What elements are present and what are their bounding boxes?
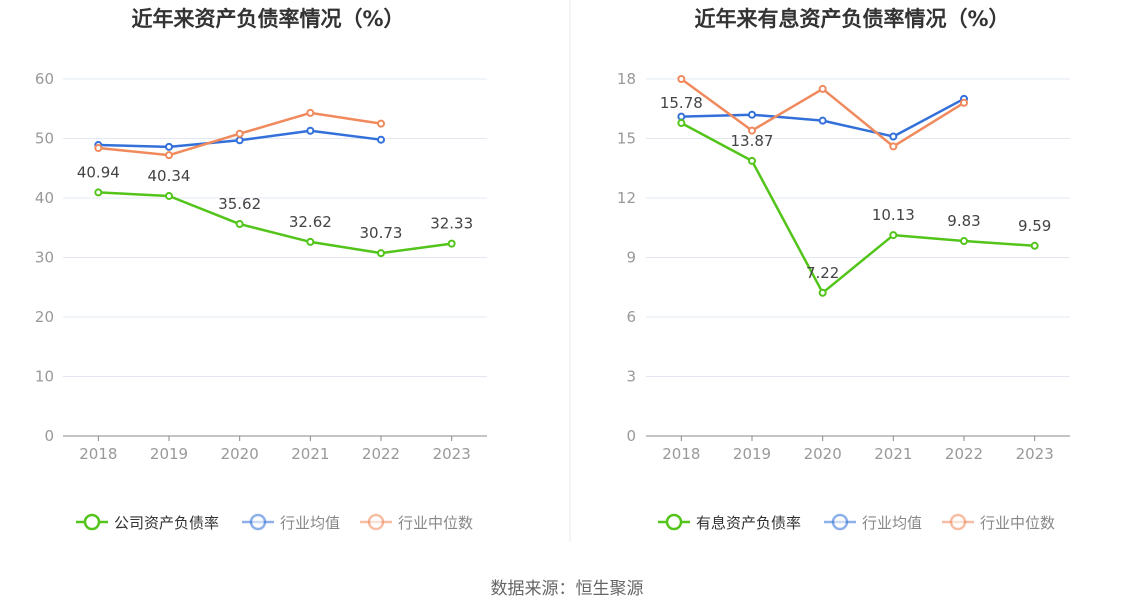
legend-label: 行业均值: [280, 514, 340, 532]
data-point-company: [1030, 241, 1039, 250]
data-point-company: [748, 156, 756, 165]
data-label: 13.87: [731, 132, 774, 150]
y-tick-label: 15: [617, 130, 636, 148]
legend-item-average[interactable]: 行业均值: [824, 513, 922, 532]
x-tick-label: 2021: [874, 445, 912, 463]
legend-label: 有息资产负债率: [696, 514, 801, 532]
data-label: 15.78: [660, 94, 703, 112]
y-tick-label: 20: [35, 308, 54, 326]
x-tick-label: 2022: [362, 445, 400, 463]
data-point-average: [235, 136, 244, 145]
legend-item-company[interactable]: 公司资产负债率: [76, 513, 219, 532]
data-point-company: [165, 191, 173, 200]
data-point-median: [889, 142, 898, 151]
y-tick-label: 6: [626, 308, 636, 326]
x-tick-label: 2018: [79, 445, 117, 463]
data-point-average: [748, 110, 756, 119]
data-label: 40.94: [77, 163, 120, 181]
x-tick-label: 2023: [1016, 445, 1054, 463]
legend-marker: [249, 513, 267, 531]
data-point-median: [235, 129, 244, 138]
chart-debt-ratio: 近年来资产负债率情况（%） 0 10 20 30 40 50 60 2018 2019 2020 20…: [35, 7, 487, 532]
data-point-company: [94, 188, 103, 197]
series-line-company: [680, 121, 1035, 295]
x-tick-label: 2022: [945, 445, 983, 463]
y-tick-label: 60: [35, 70, 54, 88]
legend-marker: [831, 513, 849, 531]
legend-label: 行业中位数: [398, 514, 473, 532]
data-label: 32.62: [289, 213, 332, 231]
data-point-average: [377, 135, 385, 144]
data-point-company: [818, 288, 827, 297]
data-label: 35.62: [218, 195, 261, 213]
x-tick-label: 2020: [221, 445, 259, 463]
y-tick-label: 30: [35, 249, 54, 267]
x-tick-label: 2019: [733, 445, 771, 463]
data-source-label: 数据来源：恒生聚源: [490, 579, 644, 599]
data-label: 9.83: [947, 212, 980, 230]
data-label: 40.34: [148, 167, 191, 185]
y-tick-label: 0: [626, 427, 636, 445]
x-tick-label: 2021: [291, 445, 329, 463]
data-point-average: [306, 126, 315, 135]
legend-marker: [367, 513, 385, 531]
data-point-company: [960, 237, 968, 246]
data-label: 10.13: [872, 206, 915, 224]
data-point-average: [889, 132, 898, 141]
y-tick-label: 12: [617, 189, 636, 207]
data-point-median: [818, 84, 827, 93]
data-point-average: [677, 112, 686, 121]
legend-marker: [949, 513, 967, 531]
data-point-average: [165, 142, 173, 151]
y-tick-label: 50: [35, 130, 54, 148]
series-line-company: [98, 191, 452, 255]
x-tick-label: 2019: [150, 445, 188, 463]
data-point-company: [889, 231, 898, 240]
data-label: 32.33: [430, 215, 473, 233]
data-point-average: [818, 116, 827, 125]
data-point-company: [677, 119, 686, 128]
legend-marker: [665, 513, 683, 531]
data-point-company: [447, 239, 456, 248]
data-point-median: [960, 98, 968, 107]
y-tick-label: 18: [617, 70, 636, 88]
data-point-median: [306, 108, 315, 117]
data-point-median: [165, 151, 173, 160]
chart-interest-debt-ratio: 近年来有息资产负债率情况（%） 0 3 6 9 12 15 18 2018 2019 2020 202…: [617, 7, 1070, 532]
data-point-median: [677, 75, 686, 83]
y-tick-label: 40: [35, 189, 54, 207]
y-tick-label: 0: [44, 427, 54, 445]
x-tick-label: 2023: [433, 445, 471, 463]
legend-label: 行业中位数: [980, 514, 1055, 532]
y-tick-label: 10: [35, 368, 54, 386]
data-point-median: [377, 119, 385, 128]
data-label: 30.73: [360, 224, 403, 242]
chart-title: 近年来资产负债率情况（%）: [131, 7, 404, 31]
data-label: 9.59: [1018, 217, 1051, 235]
legend-item-company[interactable]: 有息资产负债率: [658, 513, 801, 532]
x-tick-label: 2020: [804, 445, 842, 463]
data-point-company: [235, 220, 244, 229]
legend-marker: [83, 513, 101, 531]
legend-item-average[interactable]: 行业均值: [242, 513, 340, 532]
x-tick-label: 2018: [662, 445, 700, 463]
data-point-company: [306, 237, 315, 246]
data-point-company: [377, 249, 385, 258]
data-point-median: [748, 126, 756, 135]
legend-item-median[interactable]: 行业中位数: [942, 513, 1055, 532]
y-tick-label: 9: [626, 249, 636, 267]
legend-label: 行业均值: [862, 514, 922, 532]
data-point-median: [94, 144, 103, 153]
y-tick-label: 3: [626, 368, 636, 386]
data-label: 7.22: [806, 264, 839, 282]
legend-item-median[interactable]: 行业中位数: [360, 513, 473, 532]
chart-title: 近年来有息资产负债率情况（%）: [694, 7, 1009, 31]
legend-label: 公司资产负债率: [114, 514, 219, 532]
